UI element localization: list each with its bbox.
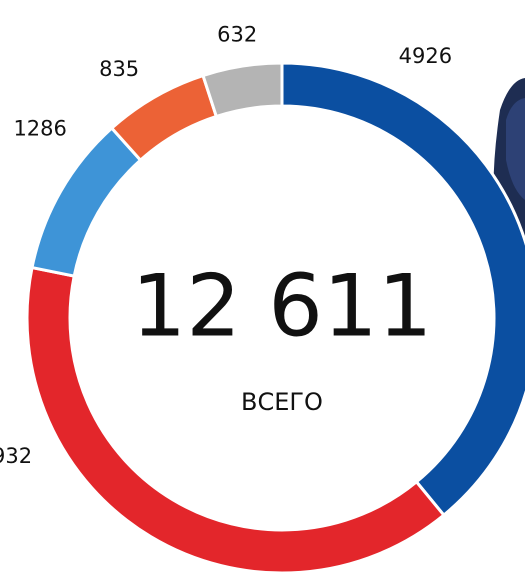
segment — [201, 61, 284, 119]
total: 12 611 — [132, 256, 433, 356]
value-label: 1286 — [13, 117, 66, 141]
segment — [25, 265, 446, 575]
segment — [280, 61, 525, 518]
value-label: 4932 — [0, 444, 32, 468]
value-label: 632 — [217, 23, 257, 47]
segment — [109, 73, 219, 163]
segment — [30, 126, 143, 278]
ring — [25, 61, 525, 575]
total-caption: ВСЕГО — [241, 388, 323, 416]
value-label: 4926 — [399, 44, 452, 68]
value-label: 835 — [99, 57, 139, 81]
